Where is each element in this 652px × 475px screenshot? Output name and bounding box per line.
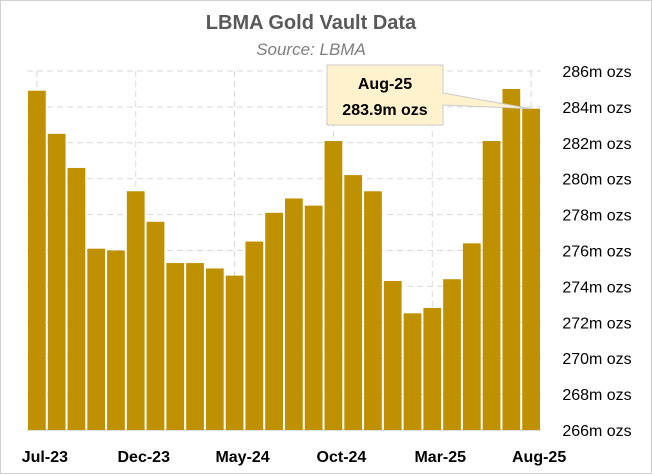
y-tick-label: 286m ozs — [562, 64, 631, 81]
bar — [146, 221, 165, 430]
bar — [403, 313, 422, 430]
bar — [265, 212, 283, 430]
callout-value: 283.9m ozs — [342, 102, 427, 119]
bar — [225, 275, 244, 430]
bar — [383, 281, 402, 430]
bar — [28, 90, 46, 431]
bar — [502, 88, 521, 430]
bar — [285, 198, 303, 430]
bar — [107, 250, 125, 430]
bar — [186, 263, 204, 430]
bar — [87, 248, 106, 430]
callout-box — [326, 64, 532, 126]
chart-subtitle: Source: LBMA — [256, 40, 366, 59]
bar — [443, 279, 461, 430]
bar — [245, 241, 264, 430]
y-tick-label: 280m ozs — [562, 172, 631, 189]
y-axis-ticks: 266m ozs 268m ozs 270m ozs 272m ozs 274m ozs… — [562, 64, 631, 440]
bar — [67, 167, 86, 430]
bar — [364, 191, 382, 430]
bar — [205, 268, 224, 430]
y-tick-label: 266m ozs — [562, 423, 631, 440]
bar — [47, 133, 66, 430]
x-tick-label: Jul-23 — [22, 449, 68, 466]
x-axis-ticks: Jul-23 Dec-23 May-24 Oct-24 Mar-25 Aug-25 — [22, 449, 567, 466]
chart-title: LBMA Gold Vault Data — [206, 12, 417, 34]
y-tick-label: 272m ozs — [562, 315, 631, 332]
x-tick-label: Dec-23 — [117, 449, 170, 466]
bar — [522, 108, 540, 430]
bar — [344, 175, 363, 430]
x-tick-label: Oct-24 — [317, 449, 367, 466]
bar — [423, 307, 442, 430]
y-tick-label: 268m ozs — [562, 387, 631, 404]
y-tick-label: 276m ozs — [562, 244, 631, 261]
y-tick-label: 270m ozs — [562, 351, 631, 368]
y-tick-label: 284m ozs — [562, 100, 631, 117]
callout-month: Aug-25 — [358, 76, 412, 93]
callout: Aug-25 283.9m ozs — [326, 64, 532, 126]
x-tick-label: Aug-25 — [512, 449, 566, 466]
y-tick-label: 282m ozs — [562, 136, 631, 153]
bar — [166, 263, 185, 430]
bar — [126, 191, 145, 430]
x-tick-label: May-24 — [215, 449, 269, 466]
y-tick-label: 278m ozs — [562, 208, 631, 225]
bar — [324, 141, 343, 430]
bar — [462, 243, 481, 430]
bar — [482, 141, 501, 430]
bars — [28, 88, 540, 431]
x-tick-label: Mar-25 — [414, 449, 466, 466]
bar — [304, 205, 323, 430]
y-tick-label: 274m ozs — [562, 279, 631, 296]
